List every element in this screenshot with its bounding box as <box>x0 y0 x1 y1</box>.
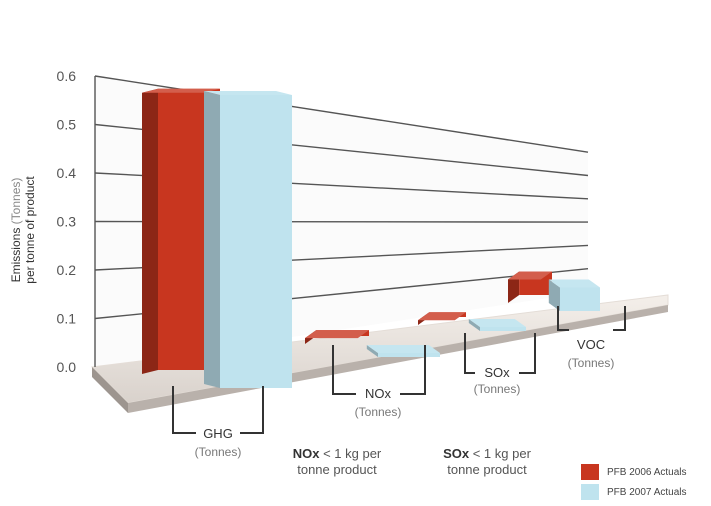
sox-note-text: < 1 kg per <box>469 446 531 461</box>
nox-note-line2: tonne product <box>297 462 377 477</box>
sox-note-gas: SOx <box>443 446 470 461</box>
bar-top-face <box>366 345 440 353</box>
y-axis-label-main: Emissions <box>9 228 23 283</box>
bar-side-face <box>142 88 158 374</box>
y-axis-label-sub: per tonne of product <box>23 176 37 284</box>
y-tick-label: 0.4 <box>57 165 77 181</box>
bar-sox-2006 <box>418 312 466 325</box>
category-name: SOx <box>484 365 510 380</box>
bar-front-face <box>220 95 292 388</box>
category-unit: (Tonnes) <box>355 405 402 419</box>
bar-side-face <box>366 345 378 357</box>
sox-note: SOx < 1 kg per tonne product <box>412 446 562 478</box>
category-bracket <box>332 345 426 395</box>
category-bracket <box>464 333 536 374</box>
category-bracket <box>172 386 264 434</box>
floor-left-edge <box>92 367 128 413</box>
legend-swatch-2007 <box>581 484 599 500</box>
bar-sox-2007 <box>468 319 526 331</box>
category-labels: GHG (Tonnes) NOx (Tonnes) SOx (Tonnes) VOC (Ton… <box>172 306 626 459</box>
bar-top-face <box>468 319 526 327</box>
bar-front-face <box>378 353 440 357</box>
category-name: GHG <box>203 426 233 441</box>
category-bracket <box>557 306 626 331</box>
y-tick-label: 0.6 <box>57 68 77 84</box>
nox-note-text: < 1 kg per <box>319 446 382 461</box>
category-unit: (Tonnes) <box>195 445 242 459</box>
bar-top-face <box>142 88 220 93</box>
category-unit: (Tonnes) <box>568 356 615 370</box>
bar-voc-2006 <box>508 271 552 303</box>
bar-top-face <box>508 271 552 280</box>
bar-top-face <box>305 330 369 339</box>
y-tick-label: 0.1 <box>57 311 77 327</box>
y-tick-label: 0.2 <box>57 262 77 278</box>
y-tick-label: 0.3 <box>57 214 77 230</box>
legend-item-2007: PFB 2007 Actuals <box>581 482 687 502</box>
category-name: VOC <box>577 337 605 352</box>
category-sox: SOx (Tonnes) <box>464 333 536 396</box>
y-axis-label-unit: (Tonnes) <box>9 178 23 225</box>
nox-note: NOx < 1 kg per tonne product <box>262 446 412 478</box>
y-axis-label: Emissions (Tonnes) per tonne of product <box>9 176 37 284</box>
y-tick-label: 0.0 <box>57 359 77 375</box>
bars <box>142 88 600 388</box>
legend: PFB 2006 Actuals PFB 2007 Actuals <box>581 462 687 502</box>
bar-top-face <box>418 312 466 321</box>
bar-top-face <box>204 91 292 95</box>
bar-nox-2006 <box>305 330 369 344</box>
bar-top-face <box>548 279 600 288</box>
sox-note-line2: tonne product <box>447 462 527 477</box>
category-voc: VOC (Tonnes) <box>557 306 626 370</box>
legend-swatch-2006 <box>581 464 599 480</box>
bar-front-face <box>560 287 600 311</box>
legend-label-2006: PFB 2006 Actuals <box>607 466 687 478</box>
category-unit: (Tonnes) <box>474 382 521 396</box>
bar-voc-2007 <box>548 279 600 311</box>
y-axis-ticks: 0.0 0.1 0.2 0.3 0.4 0.5 0.6 <box>57 68 77 375</box>
bar-side-face <box>468 319 480 331</box>
legend-label-2007: PFB 2007 Actuals <box>607 486 687 498</box>
bar-nox-2007 <box>366 345 440 357</box>
bar-side-face <box>204 91 220 388</box>
bar-side-face <box>548 279 560 311</box>
bar-front-face <box>480 327 526 331</box>
bar-ghg-2007 <box>204 91 292 388</box>
category-ghg: GHG (Tonnes) <box>172 386 264 459</box>
legend-item-2006: PFB 2006 Actuals <box>581 462 687 482</box>
y-tick-label: 0.5 <box>57 117 77 133</box>
nox-note-gas: NOx <box>292 446 320 461</box>
grid-line <box>94 75 589 153</box>
category-nox: NOx (Tonnes) <box>332 345 426 419</box>
svg-text:Emissions (Tonne: Emissions (Tonnes) <box>9 178 23 283</box>
category-name: NOx <box>365 386 392 401</box>
